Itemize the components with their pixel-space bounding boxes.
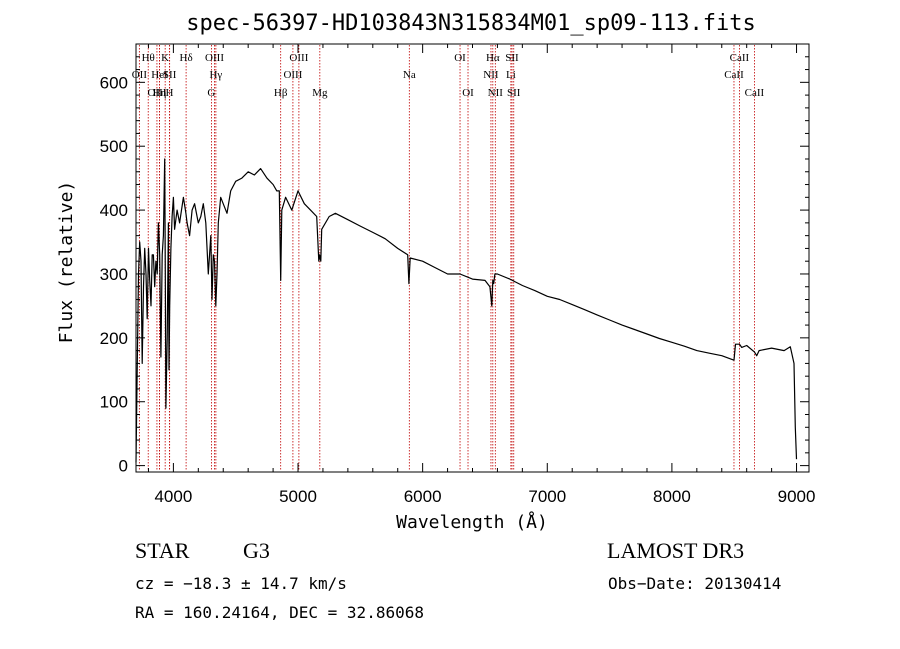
spectrum-series-line [135,158,798,463]
line-label-layer: OII Hθ OIII HeI Hη K SII H Hδ G OIII Hγ Hβ OIII OIII Mg… [132,52,765,99]
line-label: G [207,87,215,99]
line-label: Li [506,69,516,81]
line-label: OIII [147,87,166,99]
x-tick-label: 6000 [404,487,442,506]
x-tick-label: 8000 [653,487,691,506]
line-label: CaII [724,69,744,81]
line-label: CaII [730,52,750,64]
line-label: SII [163,69,177,81]
line-label: CaII [745,87,765,99]
x-tick-label: 7000 [528,487,566,506]
line-label: NII [488,87,504,99]
line-label: OIII [283,69,302,81]
x-tick-label: 4000 [154,487,192,506]
survey-name: LAMOST DR3 [607,538,745,563]
plot-frame [135,43,810,473]
line-label: K [161,52,169,64]
x-tick-label: 5000 [279,487,317,506]
object-subclass: G3 [243,538,270,563]
redshift-velocity: cz = −18.3 ± 14.7 km/s [135,574,347,593]
line-label: Hη [153,87,167,99]
line-label: OI [454,52,466,64]
line-label: Hγ [209,69,222,81]
line-label: Na [403,69,416,81]
line-label: Hβ [274,87,288,99]
x-axis-label: Wavelength (Å) [396,511,548,533]
y-tick-label: 500 [100,137,128,156]
line-label: SII [507,87,521,99]
coordinates: RA = 160.24164, DEC = 32.86068 [135,603,424,622]
axis-ticks: 4000 5000 6000 7000 8000 9000 0 100 200 300 400 500… [100,44,816,506]
object-class: STAR [135,538,190,563]
y-tick-label: 400 [100,201,128,220]
y-tick-label: 200 [100,329,128,348]
line-label: Mg [312,87,328,99]
line-label: SII [505,52,519,64]
line-label: OIII [205,52,224,64]
y-axis-label: Flux (relative) [56,181,77,344]
line-label: OI [462,87,474,99]
line-label: OIII [289,52,308,64]
line-label: Hα [486,52,500,64]
y-tick-label: 300 [100,265,128,284]
y-tick-label: 100 [100,393,128,412]
y-tick-label: 600 [100,73,128,92]
chart-title: spec-56397-HD103843N315834M01_sp09-113.f… [186,11,756,36]
line-marker-layer [138,45,755,471]
observation-date: Obs−Date: 20130414 [608,574,782,593]
spectrum-layer [135,158,798,463]
line-label: NII [483,69,499,81]
line-label: Hθ [142,52,155,64]
line-label: H [166,87,174,99]
x-tick-label: 9000 [778,487,816,506]
line-label: OII [132,69,148,81]
line-label: Hδ [180,52,193,64]
y-tick-label: 0 [119,457,128,476]
line-label: HeI [151,69,168,81]
